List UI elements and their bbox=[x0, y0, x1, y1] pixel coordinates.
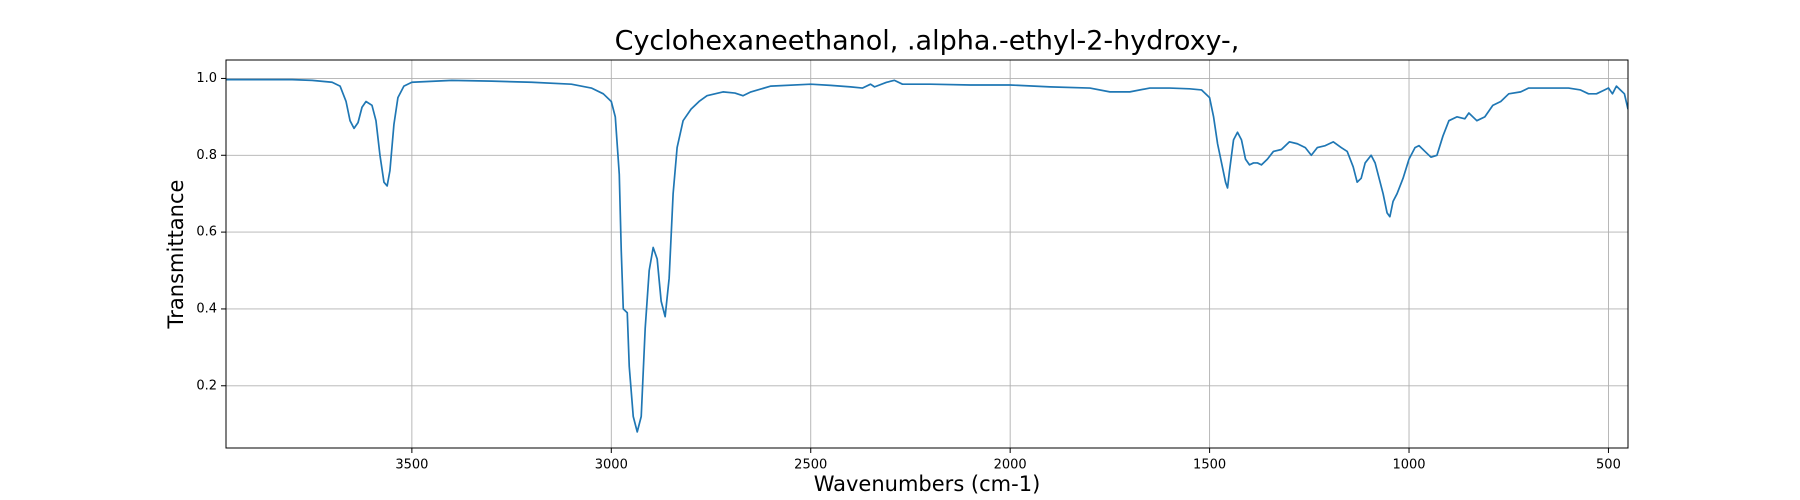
y-tick-label: 0.2 bbox=[196, 378, 217, 393]
x-tick-label: 3000 bbox=[595, 458, 628, 473]
x-tick-label: 2500 bbox=[794, 458, 827, 473]
x-tick-label: 3500 bbox=[395, 458, 428, 473]
y-tick-label: 0.8 bbox=[196, 148, 217, 163]
x-axis-label: Wavenumbers (cm-1) bbox=[814, 472, 1041, 496]
chart-title: Cyclohexaneethanol, .alpha.-ethyl-2-hydr… bbox=[615, 26, 1240, 57]
y-axis-label: Transmittance bbox=[164, 180, 188, 330]
y-tick-label: 0.6 bbox=[196, 225, 217, 240]
x-tick-label: 1000 bbox=[1392, 458, 1425, 473]
x-tick-label: 2000 bbox=[994, 458, 1027, 473]
plot-frame bbox=[225, 59, 1629, 449]
y-tick-label: 1.0 bbox=[196, 71, 217, 86]
y-tick-label: 0.4 bbox=[196, 301, 217, 316]
spectrum-line bbox=[226, 78, 1628, 433]
x-tick-label: 1500 bbox=[1193, 458, 1226, 473]
x-tick-label: 500 bbox=[1596, 458, 1621, 473]
